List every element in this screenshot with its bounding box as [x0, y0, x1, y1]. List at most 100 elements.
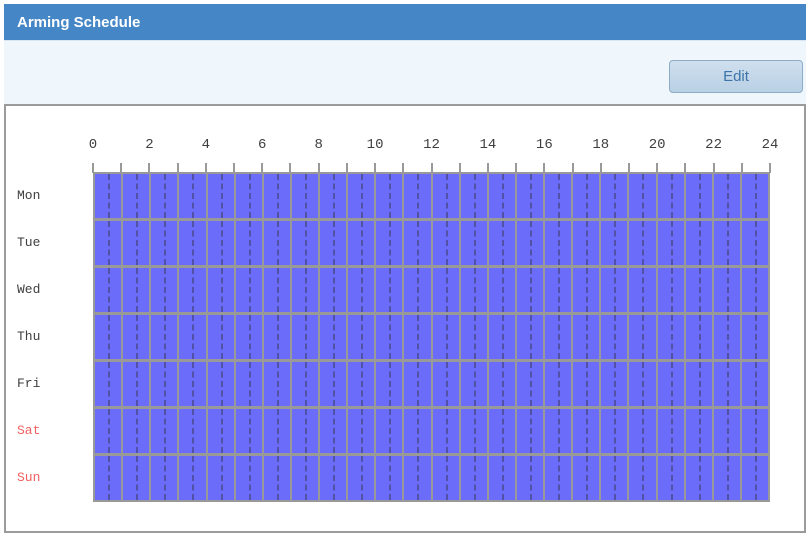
schedule-cell: [179, 456, 206, 500]
schedule-cell: [235, 456, 262, 500]
schedule-cell: [629, 409, 656, 453]
schedule-cell: [263, 456, 290, 500]
schedule-cell: [713, 409, 740, 453]
schedule-row-sun: [95, 456, 768, 500]
schedule-cell: [573, 221, 600, 265]
hour-tick: [572, 163, 574, 173]
schedule-cell: [235, 174, 262, 218]
schedule-cell: [460, 268, 487, 312]
edit-button[interactable]: Edit: [669, 60, 803, 93]
schedule-cell: [713, 268, 740, 312]
schedule-cell: [95, 221, 122, 265]
schedule-cell: [123, 315, 150, 359]
schedule-cell: [460, 315, 487, 359]
schedule-cell: [151, 456, 178, 500]
schedule-cell: [291, 174, 318, 218]
schedule-cell: [207, 456, 234, 500]
schedule-cell: [432, 362, 459, 406]
hour-tick: [628, 163, 630, 173]
schedule-cell: [348, 268, 375, 312]
schedule-cell: [348, 456, 375, 500]
schedule-cell: [741, 268, 768, 312]
schedule-cell: [657, 221, 684, 265]
hour-label-20: 20: [648, 137, 666, 153]
schedule-cell: [376, 409, 403, 453]
section-header: Arming Schedule: [4, 4, 806, 41]
schedule-cell: [432, 174, 459, 218]
schedule-cell: [488, 221, 515, 265]
schedule-cell: [95, 174, 122, 218]
schedule-cell: [685, 174, 712, 218]
schedule-cell: [207, 221, 234, 265]
schedule-cell: [432, 456, 459, 500]
schedule-cell: [151, 409, 178, 453]
hour-label-18: 18: [592, 137, 610, 153]
hour-tick: [177, 163, 179, 173]
schedule-cell: [207, 409, 234, 453]
schedule-cell: [460, 456, 487, 500]
schedule-cell: [601, 315, 628, 359]
hour-label-12: 12: [423, 137, 440, 153]
schedule-cell: [179, 315, 206, 359]
schedule-grid: [93, 172, 770, 502]
hour-label-14: 14: [479, 137, 497, 153]
schedule-cell: [601, 409, 628, 453]
schedule-cell: [629, 456, 656, 500]
hour-tick: [459, 163, 461, 173]
hour-tick: [120, 163, 122, 173]
schedule-row-mon: [95, 174, 768, 218]
schedule-cell: [657, 409, 684, 453]
hour-tick: [148, 163, 150, 173]
schedule-cell: [404, 221, 431, 265]
day-label-wed: Wed: [17, 282, 41, 297]
schedule-cell: [123, 221, 150, 265]
day-labels-column: Mon Tue Wed Thu Fri Sat Sun: [17, 174, 40, 503]
schedule-cell: [685, 456, 712, 500]
hour-tick: [233, 163, 235, 173]
schedule-cell: [376, 362, 403, 406]
schedule-cell: [488, 456, 515, 500]
schedule-cell: [179, 221, 206, 265]
hour-tick: [374, 163, 376, 173]
schedule-cell: [460, 174, 487, 218]
schedule-cell: [545, 315, 572, 359]
hour-tick: [289, 163, 291, 173]
schedule-cell: [235, 268, 262, 312]
schedule-cell: [629, 362, 656, 406]
hour-tick: [92, 163, 94, 173]
schedule-cell: [151, 221, 178, 265]
schedule-cell: [123, 362, 150, 406]
schedule-cell: [235, 221, 262, 265]
schedule-cell: [95, 409, 122, 453]
schedule-cell: [657, 268, 684, 312]
schedule-cell: [488, 315, 515, 359]
schedule-cell: [432, 268, 459, 312]
schedule-cell: [263, 409, 290, 453]
hour-label-0: 0: [88, 137, 98, 153]
day-label-fri: Fri: [17, 376, 41, 391]
hour-label-16: 16: [535, 137, 553, 153]
schedule-cell: [348, 221, 375, 265]
schedule-cell: [741, 221, 768, 265]
schedule-cell: [545, 268, 572, 312]
schedule-cell: [320, 174, 347, 218]
schedule-cell: [516, 221, 543, 265]
day-label-mon: Mon: [17, 188, 41, 203]
schedule-cell: [123, 409, 150, 453]
schedule-cell: [404, 315, 431, 359]
schedule-cell: [573, 174, 600, 218]
schedule-cell: [601, 362, 628, 406]
schedule-cell: [545, 456, 572, 500]
schedule-cell: [516, 174, 543, 218]
hour-label-24: 24: [761, 137, 779, 153]
schedule-cell: [123, 456, 150, 500]
schedule-cell: [179, 409, 206, 453]
schedule-cell: [123, 174, 150, 218]
schedule-cell: [207, 268, 234, 312]
schedule-cell: [460, 221, 487, 265]
schedule-cell: [348, 409, 375, 453]
schedule-cell: [376, 174, 403, 218]
toolbar: Edit: [4, 41, 806, 104]
schedule-cell: [545, 409, 572, 453]
schedule-cell: [713, 315, 740, 359]
